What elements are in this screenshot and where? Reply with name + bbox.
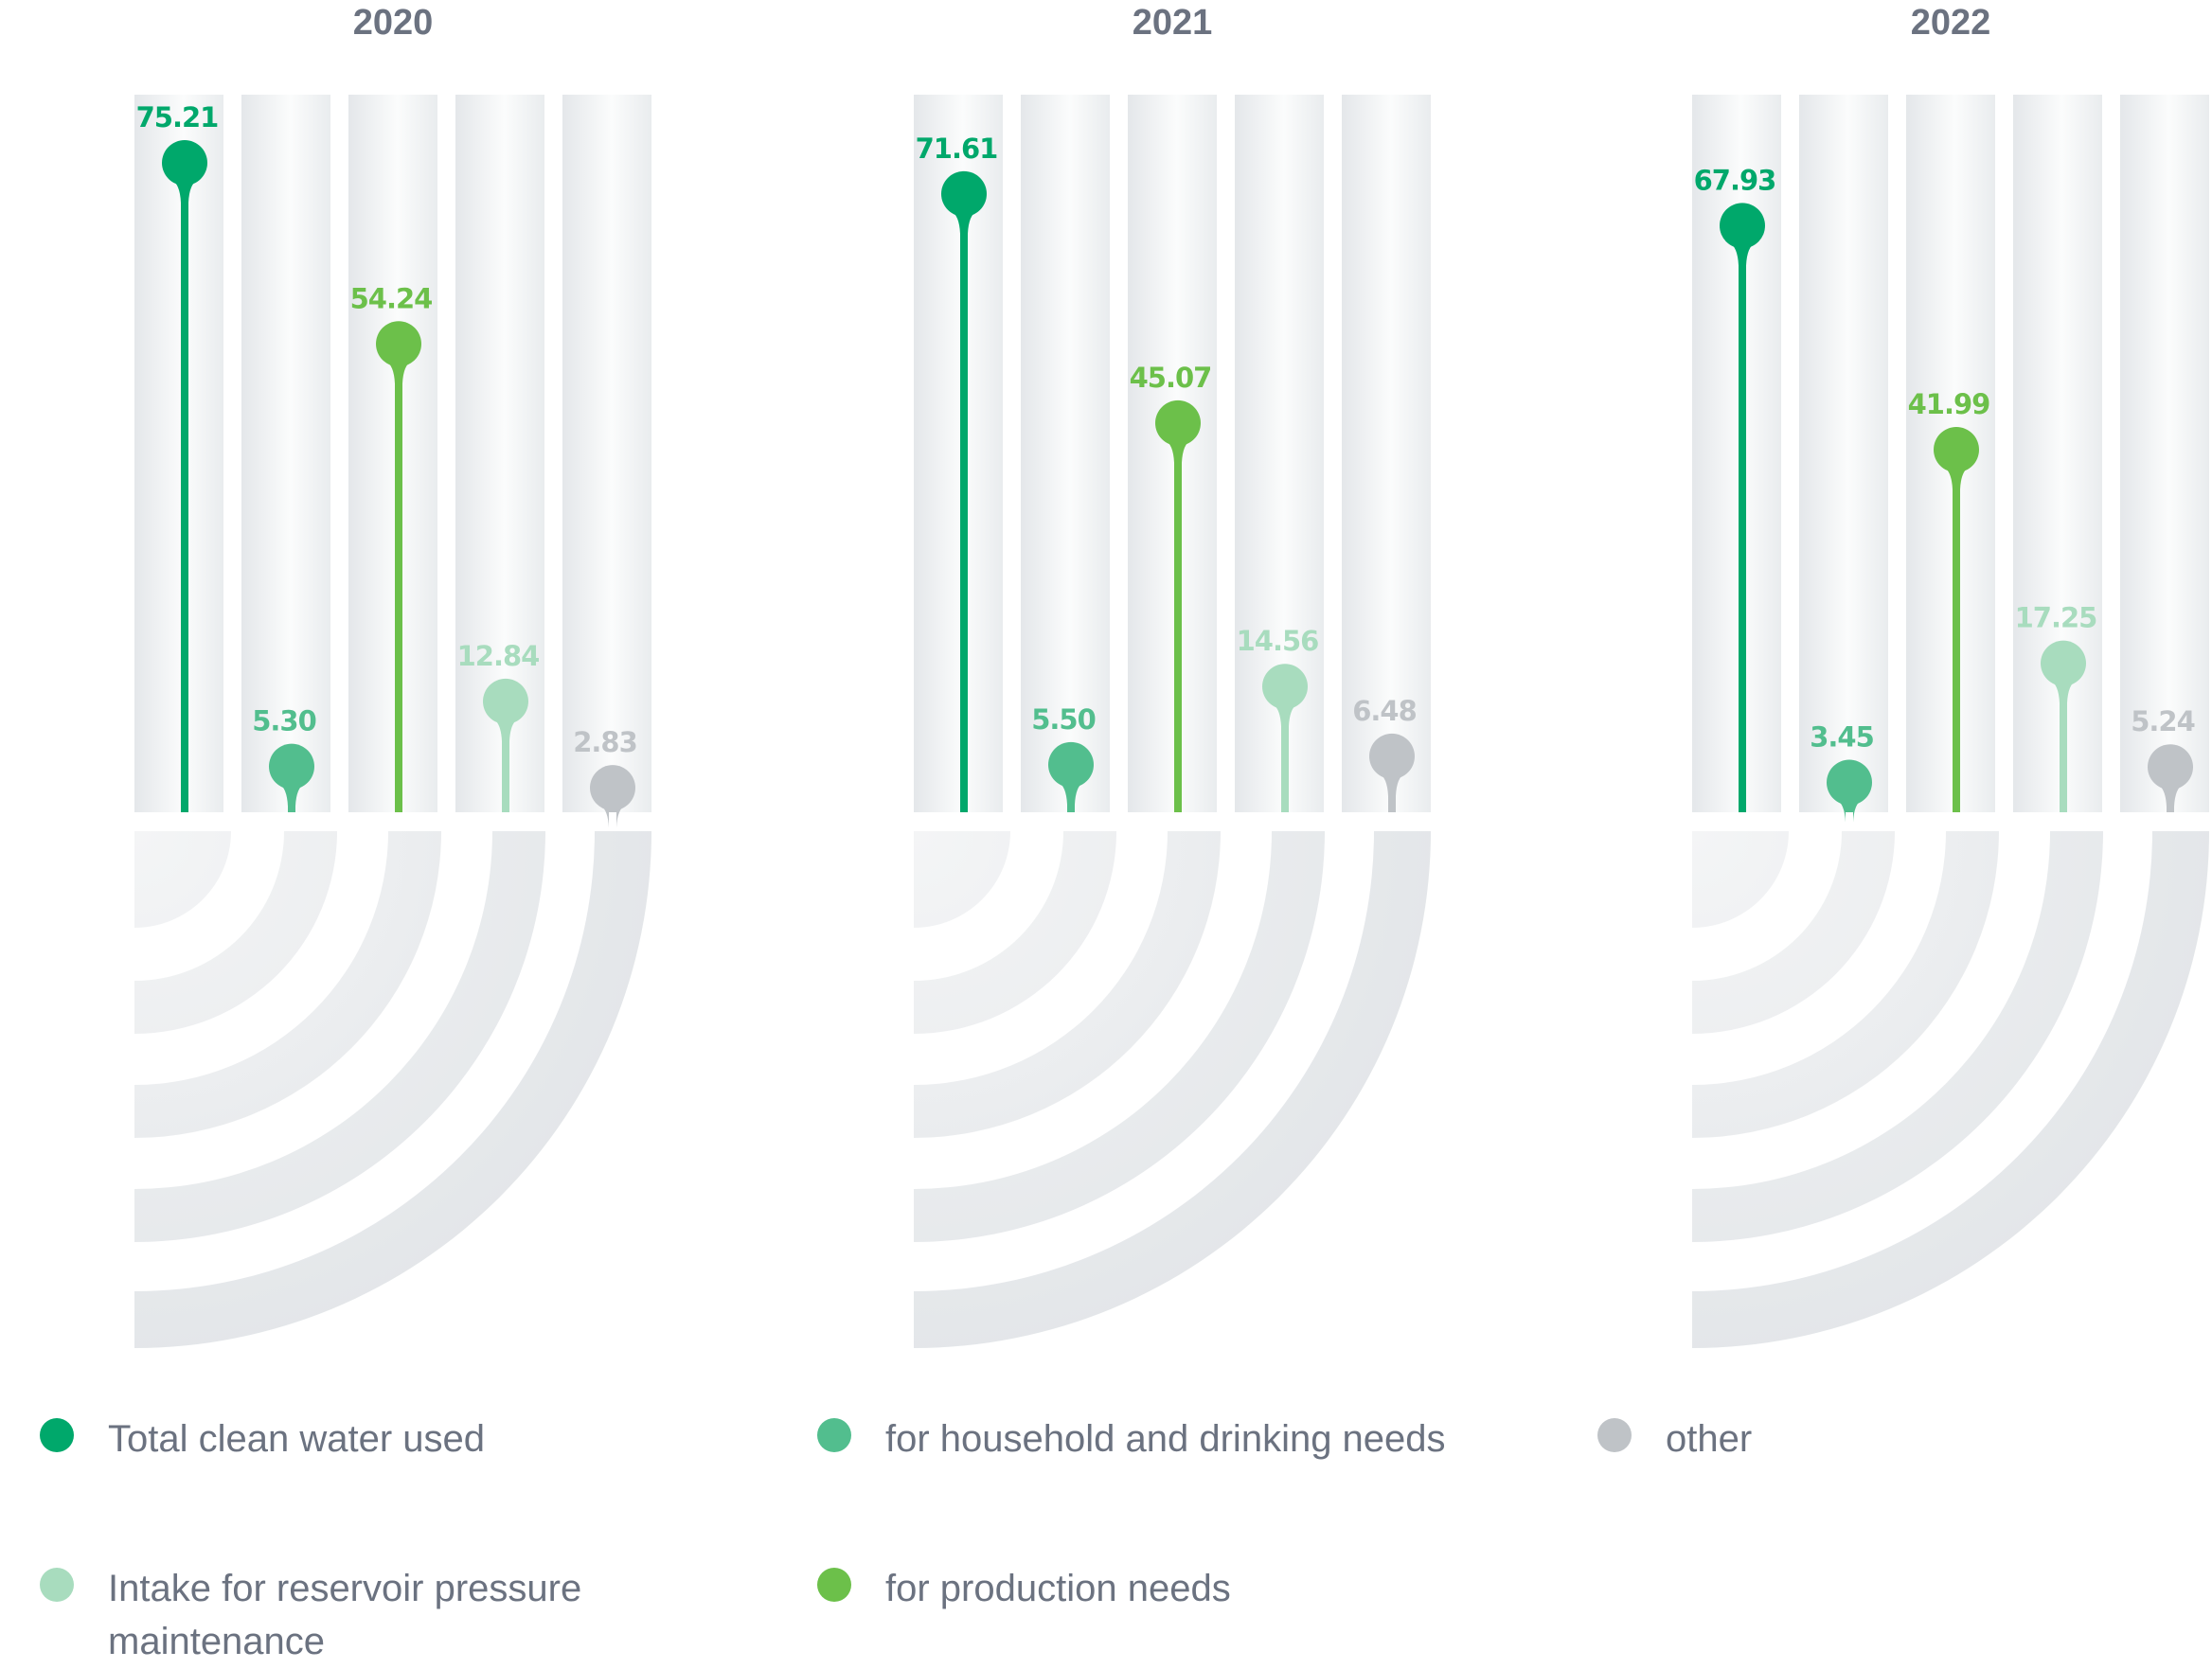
column-background [562, 95, 651, 812]
lollipop-2022-3: 17.25 [2015, 602, 2097, 812]
lollipop-2022-4: 5.24 [2131, 705, 2196, 812]
column-background [348, 95, 437, 812]
lollipop-2021-1: 5.50 [1031, 703, 1097, 812]
lollipop-2022-1: 3.45 [1810, 721, 1875, 823]
lollipop-stem [1943, 467, 1970, 812]
value-label: 67.93 [1694, 164, 1776, 196]
lollipop-dot [1369, 733, 1415, 779]
year-group-2022: 2022 67.93 3.45 41.99 17.25 5.24 [1692, 3, 2209, 1348]
lollipop-stem [1165, 439, 1191, 812]
lollipop-dot [269, 743, 314, 790]
column-background [1342, 95, 1431, 812]
lollipop-dot [1262, 664, 1308, 710]
ring-band [1692, 831, 1895, 1034]
column-background [1128, 95, 1217, 812]
ring-band [134, 831, 545, 1242]
lollipop-dot [590, 765, 635, 811]
lollipop-2021-3: 14.56 [1237, 625, 1319, 812]
ring-band [914, 831, 1325, 1242]
ring-band [134, 831, 441, 1138]
lollipop-2021-0: 71.61 [916, 133, 998, 812]
column-background [1799, 95, 1888, 812]
year-title: 2021 [1133, 3, 1213, 43]
lollipop-2021-2: 45.07 [1130, 362, 1212, 812]
lollipop-stem [1058, 781, 1084, 812]
column-background [241, 95, 330, 812]
lollipop-stem [599, 805, 626, 828]
ring-band [134, 831, 231, 928]
ring-decoration [1692, 831, 2209, 1348]
ring-band [914, 831, 1221, 1138]
lollipop-dot [1155, 399, 1201, 446]
lollipop-dot [1827, 759, 1872, 806]
column-background [134, 95, 223, 812]
ring-band [134, 831, 337, 1034]
lollipop-dot [162, 140, 207, 186]
column-background [1021, 95, 1110, 812]
lollipop-stem [1729, 242, 1756, 812]
lollipop-stem [278, 783, 305, 812]
lollipop-stem [1379, 772, 1405, 812]
value-label: 12.84 [457, 640, 540, 672]
year-group-2020: 2020 75.21 5.30 54.24 12.84 2.83 [134, 3, 651, 1348]
value-label: 2.83 [573, 726, 637, 758]
value-label: 41.99 [1908, 388, 1990, 420]
ring-band [1692, 831, 1789, 928]
lollipop-dot [1934, 427, 1979, 473]
ring-band [1692, 831, 2103, 1242]
year-group-2021: 2021 71.61 5.50 45.07 14.56 6.48 [914, 3, 1431, 1348]
ring-band [1692, 831, 1999, 1138]
ring-band [914, 831, 1431, 1348]
value-label: 75.21 [136, 101, 219, 133]
ring-decoration [914, 831, 1431, 1348]
value-label: 54.24 [350, 282, 433, 314]
year-title: 2022 [1911, 3, 1991, 43]
value-label: 45.07 [1130, 362, 1212, 394]
lollipop-stem [1836, 799, 1863, 823]
value-label: 5.50 [1031, 703, 1096, 736]
column-background [1692, 95, 1781, 812]
lollipop-dot [483, 678, 528, 724]
ring-band [914, 831, 1116, 1034]
lollipop-dot [376, 321, 421, 367]
value-label: 14.56 [1237, 625, 1319, 657]
lollipop-stem [492, 718, 519, 812]
ring-decoration [134, 831, 651, 1348]
lollipop-dot [2148, 744, 2193, 790]
ring-band [914, 831, 1010, 928]
lollipop-2020-1: 5.30 [252, 705, 317, 812]
lollipop-2022-0: 67.93 [1694, 164, 1776, 812]
lollipop-stem [2157, 784, 2184, 812]
value-label: 17.25 [2015, 602, 2097, 634]
lollipop-2020-0: 75.21 [136, 101, 219, 812]
lollipop-stem [951, 210, 977, 812]
ring-band [134, 831, 651, 1348]
lollipop-dot [2041, 640, 2086, 686]
year-title: 2020 [353, 3, 434, 43]
lollipop-dot [941, 170, 987, 217]
lollipop-stem [385, 361, 412, 812]
value-label: 6.48 [1352, 695, 1417, 727]
lollipop-stem [1272, 703, 1298, 812]
lollipop-2021-4: 6.48 [1352, 695, 1418, 812]
lollipop-2022-2: 41.99 [1908, 388, 1990, 812]
lollipop-stem [171, 180, 198, 812]
value-label: 5.30 [252, 705, 316, 737]
lollipop-2020-4: 2.83 [573, 726, 638, 828]
ring-band [1692, 831, 2209, 1348]
value-label: 5.24 [2131, 705, 2195, 737]
column-background [2120, 95, 2209, 812]
value-label: 71.61 [916, 133, 998, 165]
column-background [2013, 95, 2102, 812]
lollipop-stem [2050, 680, 2077, 812]
value-label: 3.45 [1810, 721, 1874, 754]
lollipop-dot [1048, 741, 1094, 788]
lollipop-dot [1720, 203, 1765, 249]
lollipop-2020-2: 54.24 [350, 282, 433, 812]
lollipop-2020-3: 12.84 [457, 640, 540, 812]
